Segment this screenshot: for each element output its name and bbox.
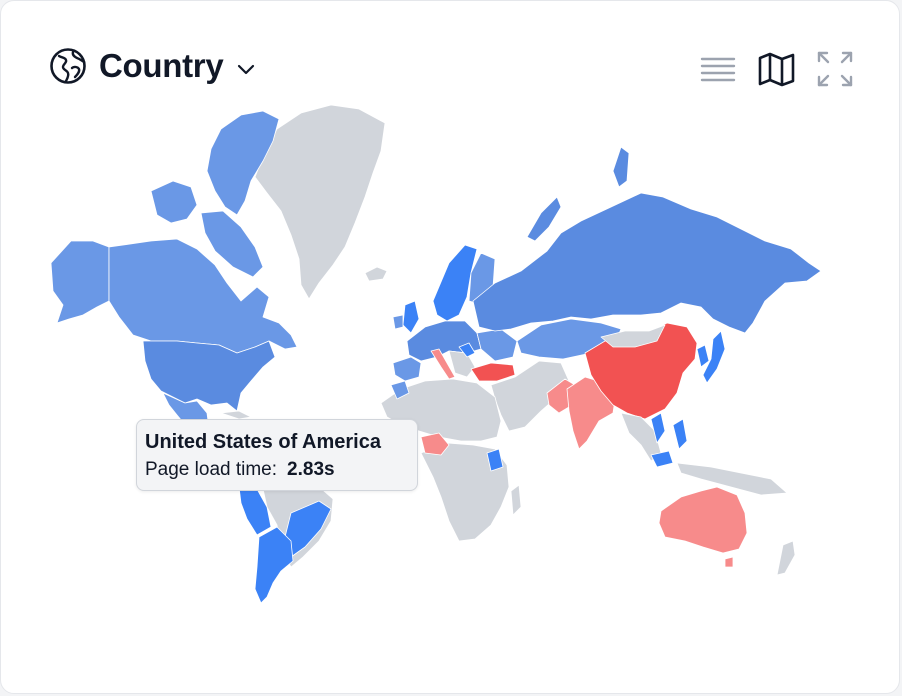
chevron-down-icon[interactable] <box>235 58 257 80</box>
country-tasmania[interactable] <box>724 556 734 568</box>
country-mongolia[interactable] <box>600 324 666 348</box>
expand-icon[interactable] <box>815 49 855 89</box>
country-argentina[interactable] <box>254 526 294 604</box>
country-iberia[interactable] <box>392 356 422 382</box>
country-madagascar[interactable] <box>510 484 522 516</box>
country-ireland[interactable] <box>392 314 404 330</box>
country-norway-sweden[interactable] <box>432 244 478 322</box>
country-turkey[interactable] <box>470 362 516 382</box>
country-canada[interactable] <box>108 238 298 354</box>
globe-icon <box>50 48 86 84</box>
country-novaya-zemlya[interactable] <box>612 146 630 188</box>
country-greenland[interactable] <box>254 104 386 300</box>
country-ukraine-region[interactable] <box>476 328 518 362</box>
country-philippines[interactable] <box>672 418 688 450</box>
country-nigeria[interactable] <box>420 432 450 456</box>
tooltip-country-name: United States of America <box>145 431 381 453</box>
card-header: Country <box>49 47 257 85</box>
country-russia[interactable] <box>472 192 822 334</box>
country-tooltip: United States of America Page load time:… <box>136 419 418 491</box>
tooltip-metric-row: Page load time: 2.83s <box>145 455 409 485</box>
country-indonesia[interactable] <box>650 450 674 468</box>
country-iceland[interactable] <box>364 266 388 282</box>
country-korea[interactable] <box>696 344 710 368</box>
country-vietnam[interactable] <box>650 412 666 444</box>
country-australia[interactable] <box>658 486 748 554</box>
country-indonesia-2[interactable] <box>676 462 788 496</box>
country-canada-islands-3[interactable] <box>200 210 264 278</box>
country-italy[interactable] <box>430 348 456 380</box>
map-icon[interactable] <box>757 49 797 89</box>
country-united-states[interactable] <box>142 340 276 412</box>
list-icon[interactable] <box>699 49 739 89</box>
country-new-zealand[interactable] <box>776 540 796 576</box>
page-title[interactable]: Country <box>99 47 224 84</box>
tooltip-metric-value: 2.83s <box>287 459 335 480</box>
country-central-africa[interactable] <box>420 442 510 542</box>
country-russia-islands[interactable] <box>526 196 562 242</box>
tooltip-metric-label: Page load time: <box>145 459 278 480</box>
country-canada-islands-2[interactable] <box>150 180 198 224</box>
country-greece-bulgaria[interactable] <box>458 342 476 358</box>
country-uk[interactable] <box>402 300 420 334</box>
country-japan[interactable] <box>702 330 726 384</box>
country-canada-islands[interactable] <box>206 110 280 216</box>
country-alaska[interactable] <box>50 240 110 324</box>
country-cuba[interactable] <box>220 410 252 420</box>
country-peru[interactable] <box>238 486 272 536</box>
country-kenya[interactable] <box>486 448 504 472</box>
country-morocco[interactable] <box>390 380 410 400</box>
